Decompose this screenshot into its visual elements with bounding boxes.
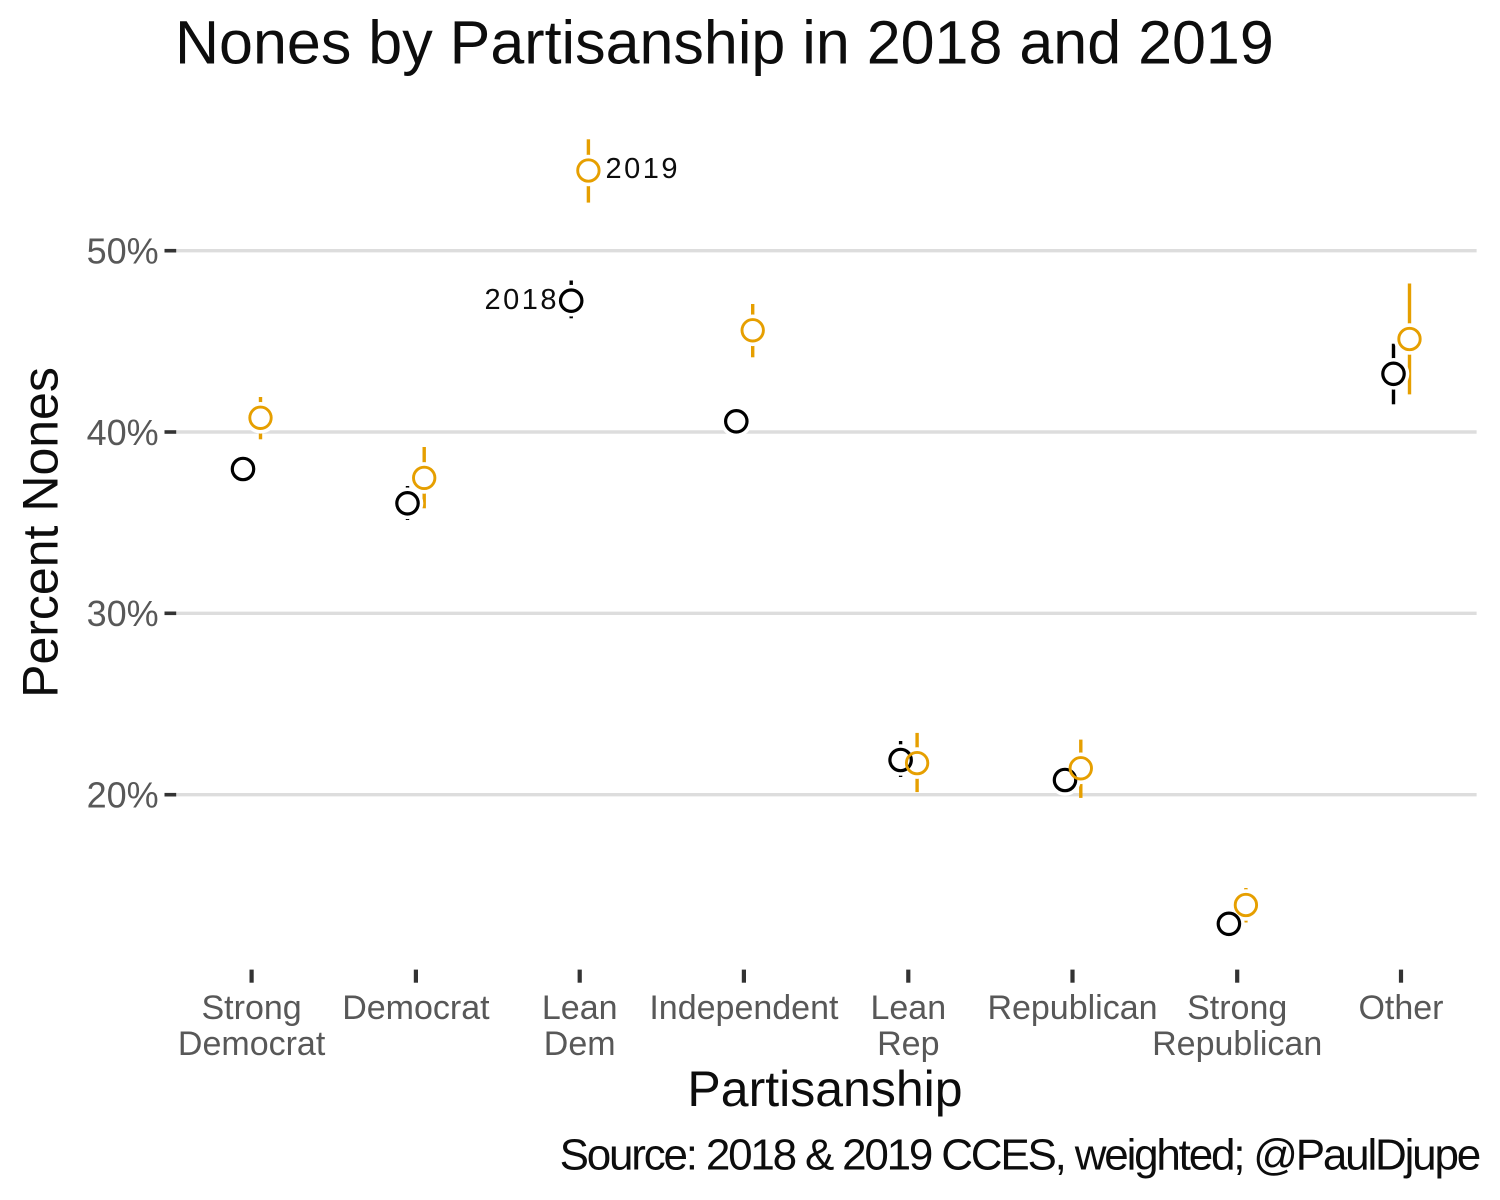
svg-text:Partisanship: Partisanship — [687, 1061, 962, 1117]
svg-text:2019: 2019 — [606, 153, 681, 185]
svg-text:Percent Nones: Percent Nones — [12, 367, 68, 698]
svg-text:Strong: Strong — [202, 989, 302, 1027]
svg-text:Democrat: Democrat — [342, 989, 490, 1027]
svg-text:Dem: Dem — [544, 1025, 616, 1063]
svg-text:2018: 2018 — [484, 284, 559, 316]
svg-text:Nones by Partisanship in 2018: Nones by Partisanship in 2018 and 2019 — [175, 9, 1274, 77]
svg-text:50%: 50% — [87, 231, 159, 272]
svg-text:Lean: Lean — [542, 989, 618, 1027]
svg-text:30%: 30% — [87, 593, 159, 634]
svg-text:Other: Other — [1358, 989, 1443, 1027]
svg-text:Democrat: Democrat — [178, 1025, 326, 1063]
svg-text:Strong: Strong — [1187, 989, 1287, 1027]
svg-text:Republican: Republican — [1152, 1025, 1322, 1063]
svg-text:Lean: Lean — [870, 989, 946, 1027]
svg-text:Independent: Independent — [649, 989, 839, 1027]
svg-text:20%: 20% — [87, 775, 159, 816]
svg-text:Republican: Republican — [987, 989, 1157, 1027]
svg-text:Source: 2018 & 2019 CCES, weig: Source: 2018 & 2019 CCES, weighted; @Pau… — [560, 1130, 1480, 1179]
svg-text:Rep: Rep — [877, 1025, 939, 1063]
svg-text:40%: 40% — [87, 412, 159, 453]
